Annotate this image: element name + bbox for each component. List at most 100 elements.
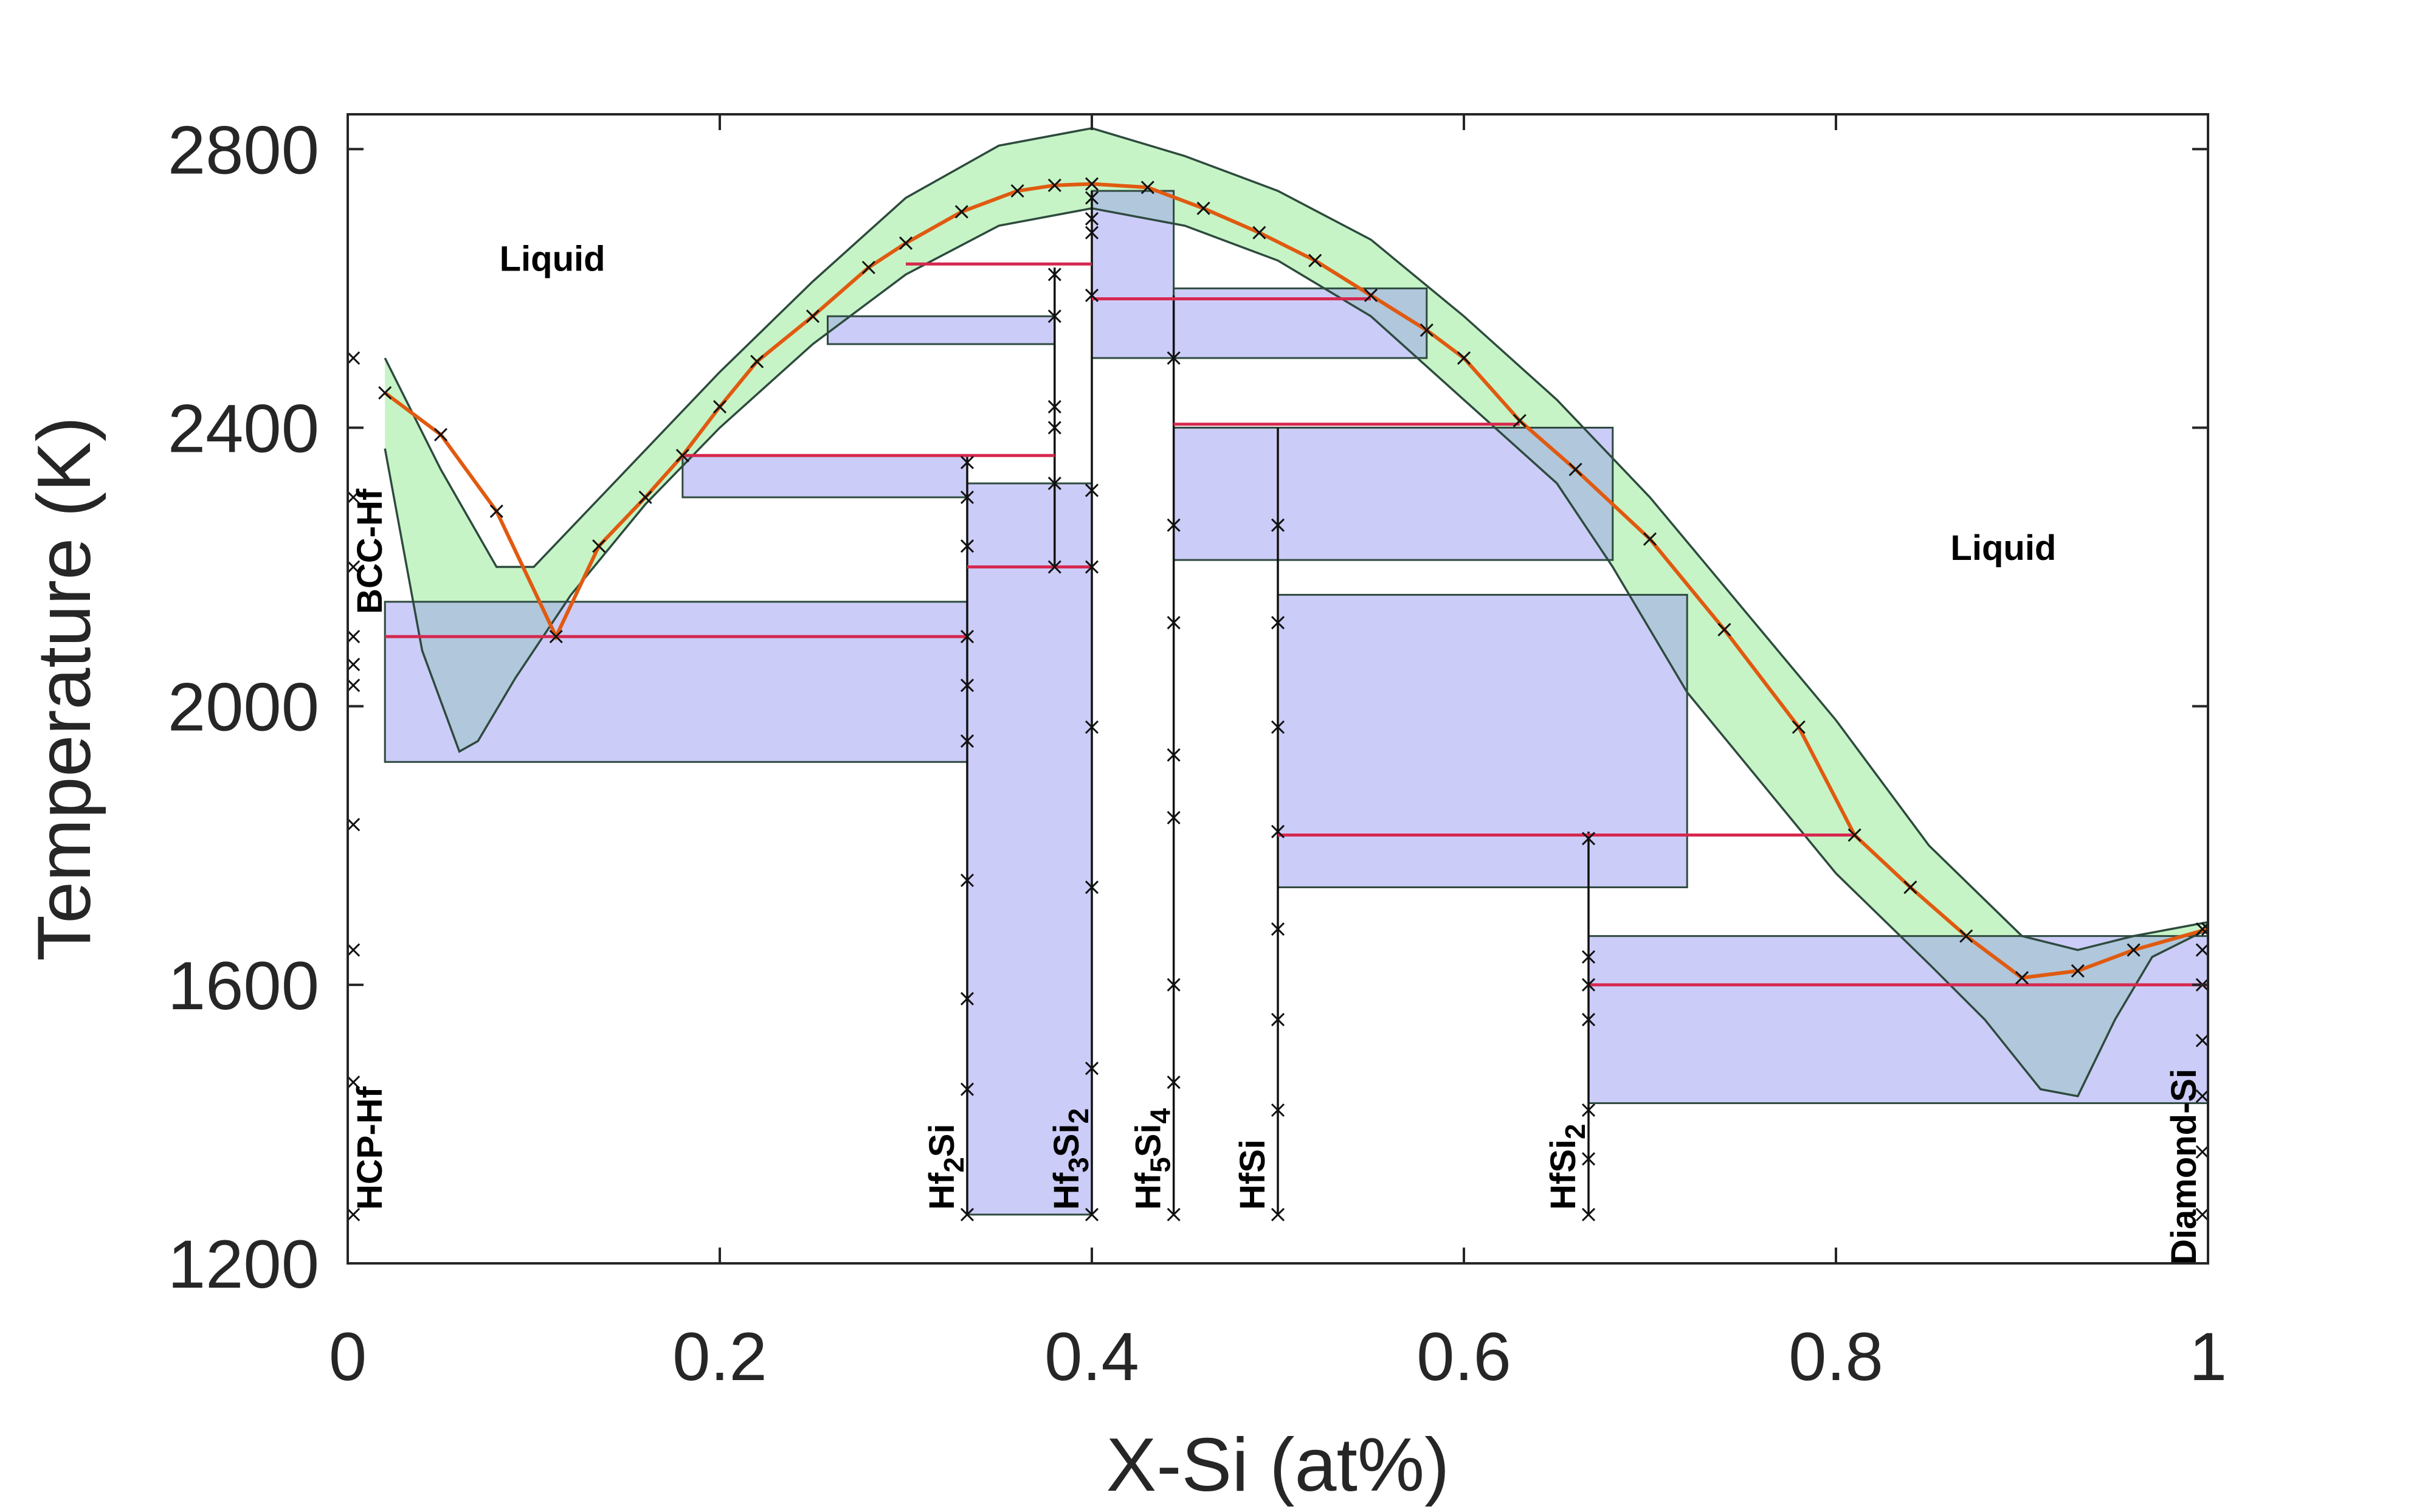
experimental-marker bbox=[1167, 518, 1181, 532]
y-tick-label: 1200 bbox=[168, 1226, 319, 1302]
compound-label: Diamond-Si bbox=[2164, 1069, 2204, 1265]
liquidus-marker bbox=[1959, 929, 1973, 943]
liquidus-marker bbox=[378, 386, 392, 400]
compound-subscript: 2 bbox=[1063, 1108, 1094, 1124]
experimental-marker bbox=[348, 678, 361, 692]
experimental-marker bbox=[960, 992, 975, 1006]
liquidus-marker bbox=[489, 504, 503, 518]
x-tick-label: 0.8 bbox=[1789, 1319, 1883, 1395]
experimental-marker bbox=[1271, 824, 1285, 838]
plot-frame bbox=[347, 113, 2209, 1265]
experimental-marker bbox=[1271, 1207, 1285, 1221]
y-axis-title: Temperature (K) bbox=[22, 416, 106, 961]
liquidus-marker bbox=[2201, 922, 2208, 936]
phase-label-liquid: Liquid bbox=[1950, 528, 2056, 568]
two-phase-region bbox=[966, 482, 1093, 1216]
compound-subscript: 2 bbox=[938, 1157, 970, 1173]
experimental-marker bbox=[1271, 518, 1285, 532]
experimental-marker bbox=[1085, 288, 1099, 302]
experimental-marker bbox=[960, 734, 975, 748]
compound-subscript: 4 bbox=[1145, 1108, 1176, 1124]
experimental-marker bbox=[960, 455, 975, 469]
experimental-marker bbox=[1047, 560, 1061, 574]
experimental-marker bbox=[1581, 1207, 1596, 1221]
experimental-marker bbox=[1085, 226, 1099, 240]
experimental-marker bbox=[2195, 922, 2208, 936]
experimental-marker bbox=[1167, 978, 1181, 992]
experimental-marker bbox=[1271, 720, 1285, 734]
compound-label: HfSi bbox=[1233, 1139, 1272, 1210]
liquidus-marker bbox=[433, 427, 448, 441]
liquidus-marker bbox=[1717, 623, 1731, 637]
experimental-marker bbox=[1167, 1207, 1181, 1221]
liquidus-marker bbox=[712, 400, 727, 414]
experimental-marker bbox=[1167, 748, 1181, 762]
experimental-marker bbox=[1047, 477, 1061, 491]
experimental-marker bbox=[1581, 1152, 1596, 1166]
experimental-marker bbox=[1085, 1062, 1099, 1075]
liquidus-marker bbox=[638, 490, 652, 505]
experimental-marker bbox=[1085, 1207, 1099, 1221]
experimental-marker bbox=[960, 539, 975, 553]
liquidus-marker bbox=[806, 309, 820, 323]
experimental-marker bbox=[1085, 483, 1099, 497]
liquidus-marker bbox=[2015, 971, 2029, 985]
experimental-marker bbox=[1047, 400, 1061, 414]
two-phase-region bbox=[826, 315, 1056, 345]
liquidus-marker bbox=[1568, 463, 1582, 477]
liquidus-marker bbox=[1252, 226, 1266, 240]
x-tick-label: 0.4 bbox=[1044, 1319, 1139, 1395]
experimental-marker bbox=[348, 351, 361, 365]
x-tick-label: 1 bbox=[2189, 1319, 2227, 1395]
experimental-marker bbox=[2195, 1089, 2208, 1103]
liquidus-marker bbox=[1364, 288, 1378, 302]
two-phase-region bbox=[1587, 935, 2208, 1105]
experimental-marker bbox=[348, 818, 361, 832]
x-tick-label: 0.2 bbox=[672, 1319, 767, 1395]
experimental-marker bbox=[1581, 832, 1596, 846]
compound-text: Si bbox=[1047, 1124, 1086, 1157]
experimental-marker bbox=[960, 490, 975, 505]
liquidus-marker bbox=[899, 236, 913, 250]
experimental-marker bbox=[1271, 616, 1285, 630]
phase-label-liquid: Liquid bbox=[500, 240, 606, 279]
compound-label: HfSi2 bbox=[1544, 1124, 1591, 1210]
experimental-marker bbox=[960, 873, 975, 888]
liquidus-marker bbox=[2127, 943, 2141, 957]
compound-subscript: 3 bbox=[1063, 1157, 1094, 1173]
liquidus-marker bbox=[1513, 413, 1527, 428]
experimental-marker bbox=[348, 490, 361, 505]
liquidus-marker bbox=[675, 449, 689, 463]
experimental-marker bbox=[1047, 309, 1061, 323]
experimental-marker bbox=[2195, 1207, 2208, 1221]
experimental-marker bbox=[1047, 421, 1061, 435]
two-phase-region bbox=[384, 601, 968, 763]
experimental-marker bbox=[1167, 616, 1181, 630]
y-tick-label: 2000 bbox=[168, 669, 319, 745]
compound-text: HfSi bbox=[1233, 1139, 1272, 1210]
experimental-marker bbox=[960, 1207, 975, 1221]
liquidus-marker bbox=[1308, 254, 1322, 268]
compound-text: Si bbox=[1129, 1124, 1168, 1157]
liquidus-upper-line bbox=[384, 127, 2208, 951]
experimental-marker bbox=[1085, 212, 1099, 226]
compound-text: Hf bbox=[922, 1172, 962, 1210]
experimental-marker bbox=[348, 943, 361, 957]
compound-label: BCC-Hf bbox=[350, 488, 390, 614]
liquidus-marker bbox=[1792, 720, 1806, 734]
experimental-marker bbox=[1167, 810, 1181, 824]
two-phase-region bbox=[681, 454, 968, 499]
compound-label: HCP-Hf bbox=[350, 1086, 390, 1210]
liquidus-marker bbox=[1085, 177, 1099, 191]
compound-subscript: 2 bbox=[1559, 1124, 1591, 1139]
liquidus-marker bbox=[1140, 181, 1154, 195]
experimental-marker bbox=[2195, 943, 2208, 957]
y-tick-label: 1600 bbox=[168, 948, 319, 1024]
experimental-marker bbox=[1167, 351, 1181, 365]
x-tick-label: 0.6 bbox=[1416, 1319, 1511, 1395]
liquidus-marker bbox=[1643, 532, 1657, 546]
compound-text: HfSi bbox=[1544, 1139, 1583, 1210]
experimental-marker bbox=[1581, 1103, 1596, 1117]
liquidus-marker bbox=[1047, 178, 1061, 192]
